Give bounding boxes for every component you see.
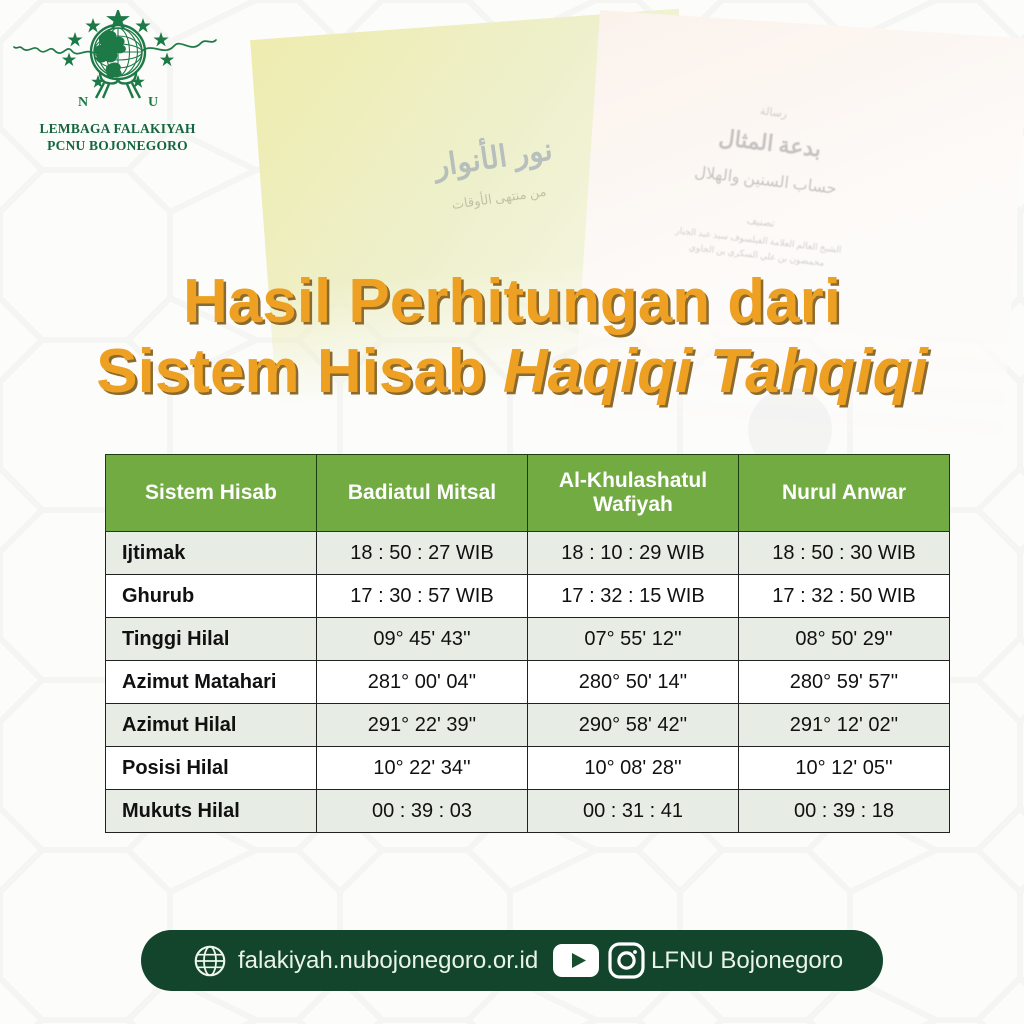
svg-text:تصنيف: تصنيف	[746, 216, 775, 230]
svg-text:من منتهى الأوقات: من منتهى الأوقات	[451, 182, 548, 213]
svg-text:حساب السنين والهلال: حساب السنين والهلال	[693, 164, 837, 198]
svg-text:رسالة: رسالة	[759, 105, 787, 120]
svg-text:N: N	[77, 95, 87, 110]
svg-text:U: U	[147, 95, 157, 110]
svg-text:نور الأنوار: نور الأنوار	[429, 127, 555, 184]
svg-text:بدعة المثال: بدعة المثال	[717, 125, 822, 162]
